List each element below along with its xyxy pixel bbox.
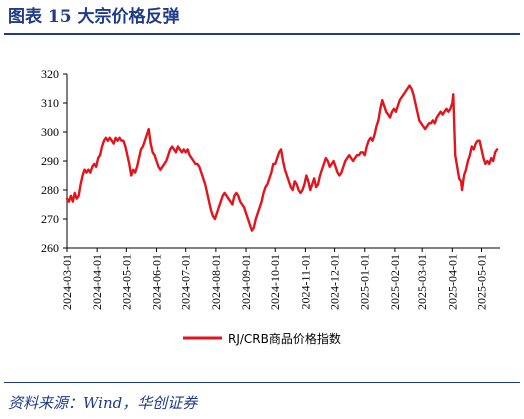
y-axis-ticks: 260 270 280 290 300 310 320	[41, 67, 67, 255]
x-tick-label: 2025-04-01	[445, 254, 459, 310]
x-tick-label: 2024-12-01	[328, 254, 342, 310]
x-tick-label: 2024-05-01	[119, 254, 133, 310]
x-tick-label: 2024-06-01	[150, 254, 164, 310]
source-divider	[4, 382, 520, 383]
x-tick-label: 2024-10-01	[268, 254, 282, 310]
line-chart: 260 270 280 290 300 310 320 2024-03-01 2024-04-…	[41, 67, 500, 346]
chart-legend: RJ/CRB商品价格指数	[183, 331, 341, 346]
y-tick-label: 310	[41, 96, 59, 110]
x-tick-label: 2025-05-01	[475, 254, 489, 310]
source-note: 资料来源：Wind，华创证券	[8, 394, 198, 412]
x-tick-label: 2024-08-01	[209, 254, 223, 310]
y-tick-label: 280	[41, 183, 59, 197]
y-tick-label: 320	[41, 67, 59, 81]
x-tick-label: 2024-03-01	[60, 254, 74, 310]
x-tick-label: 2024-04-01	[90, 254, 104, 310]
y-tick-label: 290	[41, 154, 59, 168]
x-tick-label: 2024-11-01	[298, 254, 312, 310]
x-tick-label: 2024-09-01	[239, 254, 253, 310]
x-axis-ticks: 2024-03-01 2024-04-01 2024-05-01 2024-06-01…	[60, 248, 489, 310]
y-tick-label: 270	[41, 212, 59, 226]
x-tick-label: 2025-01-01	[358, 254, 372, 310]
y-tick-label: 260	[41, 241, 59, 255]
x-tick-label: 2024-07-01	[179, 254, 193, 310]
series-line	[65, 84, 499, 232]
chart-series	[65, 84, 499, 232]
title-divider	[4, 33, 520, 35]
y-tick-label: 300	[41, 125, 59, 139]
legend-label: RJ/CRB商品价格指数	[228, 331, 341, 346]
x-tick-label: 2025-03-01	[415, 254, 429, 310]
page-title: 图表 15 大宗价格反弹	[8, 7, 180, 27]
x-tick-label: 2025-02-01	[388, 254, 402, 310]
